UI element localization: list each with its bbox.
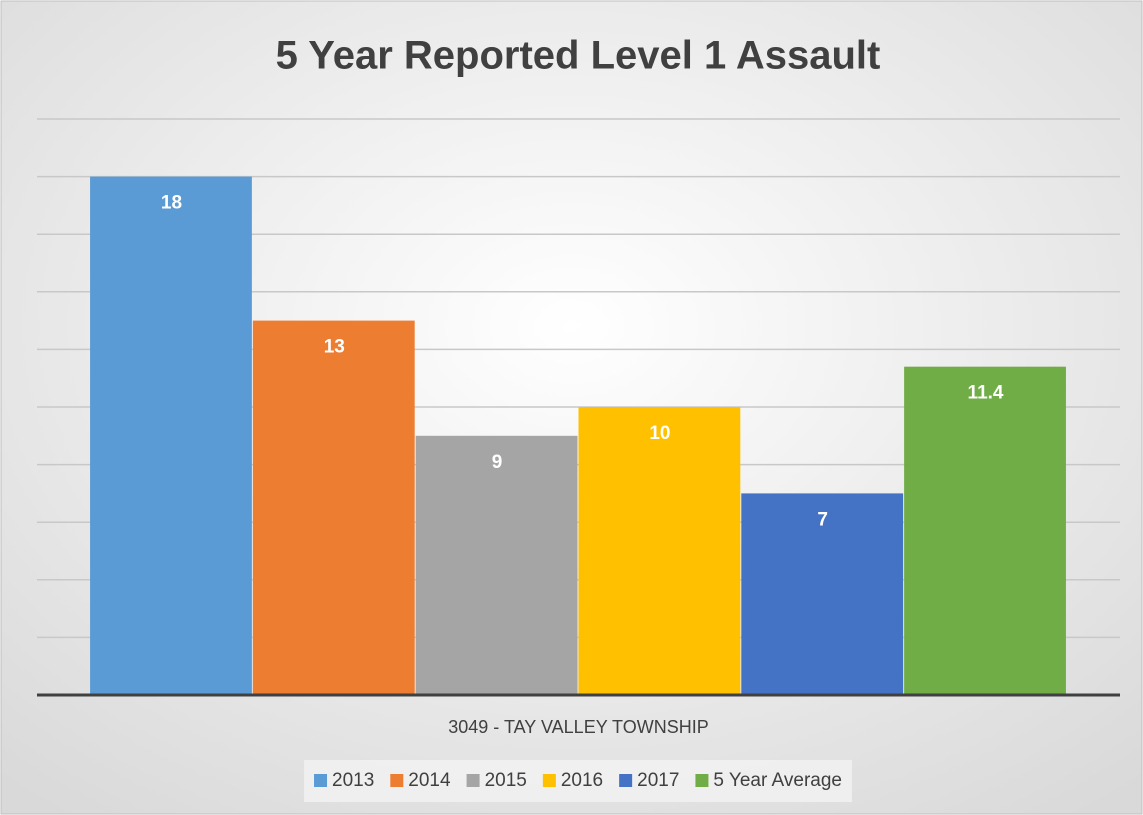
bar — [741, 493, 904, 695]
bar — [904, 366, 1066, 695]
legend-label: 2015 — [485, 770, 527, 791]
data-label: 9 — [492, 452, 503, 473]
legend-label: 2014 — [408, 770, 451, 791]
x-tick-label: 3049 - TAY VALLEY TOWNSHIP — [448, 717, 708, 737]
data-label: 13 — [324, 337, 345, 358]
data-label: 7 — [817, 509, 828, 530]
bar — [90, 176, 252, 696]
legend-swatch — [695, 774, 709, 787]
legend-swatch — [466, 774, 480, 787]
legend-label: 2017 — [637, 770, 679, 791]
legend-label: 5 Year Average — [713, 770, 842, 791]
legend-swatch — [619, 774, 633, 787]
legend-swatch — [542, 774, 556, 787]
legend-label: 2016 — [561, 770, 603, 791]
bar — [415, 435, 578, 695]
legend-swatch — [314, 774, 328, 787]
bar — [578, 407, 741, 695]
data-label: 11.4 — [968, 383, 1004, 404]
legend-label: 2013 — [332, 770, 374, 791]
data-label: 10 — [649, 423, 670, 444]
chart-title: 5 Year Reported Level 1 Assault — [276, 34, 881, 78]
bar — [252, 320, 415, 695]
data-label: 18 — [161, 193, 182, 214]
legend-swatch — [390, 774, 404, 787]
